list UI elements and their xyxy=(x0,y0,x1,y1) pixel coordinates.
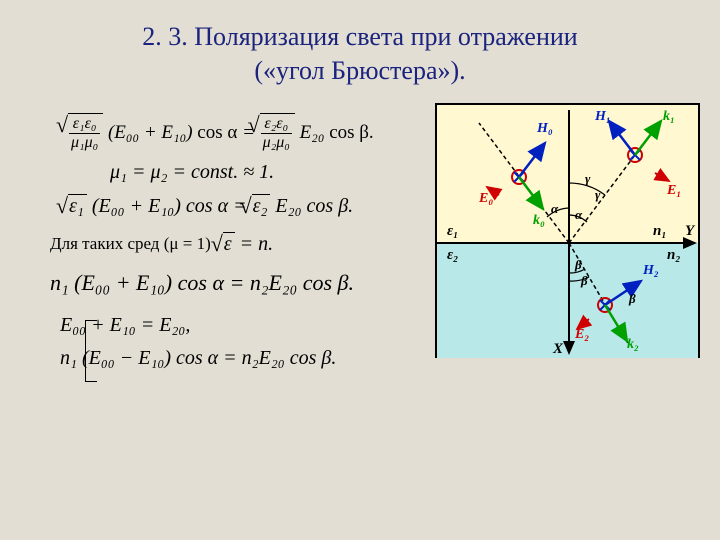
brewster-diagram: H₀ H₁ H₂ E₀ E₁ E₂ k₀ k₁ k₂ ε₁ ε₂ n₁ n₂ α… xyxy=(435,103,700,358)
label-eps2: ε₂ xyxy=(447,247,458,264)
equation-3: ε₁ (E₀₀ + E₁₀) cos α = ε₂ E₂₀ cos β. xyxy=(68,194,450,218)
eq2-text: μ₁ = μ₂ = const. ≈ 1. xyxy=(110,161,274,183)
equations-area: ε₁ε₀ μ₁μ₀ (E₀₀ + E₁₀) cos α = ε₂ε₀ μ₂μ₀ … xyxy=(50,103,450,380)
equation-6a: E₀₀ + E₁₀ = E₂₀, xyxy=(60,314,450,337)
equation-4-row: Для таких сред (μ = 1) ε = n. xyxy=(50,232,450,256)
eq1-lhs-paren: (E₀₀ + E₁₀) xyxy=(108,121,193,142)
label-e0: E₀ xyxy=(479,191,493,207)
label-h1: H₁ xyxy=(595,109,611,125)
label-k2: k₂ xyxy=(627,337,639,353)
equation-2: μ₁ = μ₂ = const. ≈ 1. xyxy=(110,161,450,184)
equation-5: n₁ (E₀₀ + E₁₀) cos α = n₂E₂₀ cos β. xyxy=(50,270,450,296)
label-e1: E₁ xyxy=(667,183,681,199)
label-alpha1: α xyxy=(551,201,558,217)
eq1-rhs-trig: cos β. xyxy=(329,121,374,142)
equation-6b: n₁ (E₀₀ − E₁₀) cos α = n₂E₂₀ cos β. xyxy=(60,347,450,370)
eq6b-text: n₁ (E₀₀ − E₁₀) cos α = n₂E₂₀ cos β. xyxy=(60,347,336,369)
label-alpha2: α xyxy=(575,207,582,223)
eq1-rhs-e: E₂₀ xyxy=(300,121,325,142)
eq1-lhs-den: μ₁μ₀ xyxy=(69,134,100,151)
note-text: Для таких сред (μ = 1) xyxy=(50,234,211,254)
eq4-rest: = n. xyxy=(240,233,274,255)
eq1-rhs-den: μ₂μ₀ xyxy=(261,134,292,151)
label-x: X xyxy=(553,341,563,358)
eq4-sqrt: ε xyxy=(224,233,232,255)
label-h0: H₀ xyxy=(537,121,553,137)
eq1-lhs-trig: cos α xyxy=(197,121,237,142)
label-eps1: ε₁ xyxy=(447,223,458,240)
label-n2: n₂ xyxy=(667,247,681,264)
eq1-rhs-num: ε₂ε₀ xyxy=(261,116,292,134)
eq3-lhs-rest: (E₀₀ + E₁₀) cos α = xyxy=(92,195,252,217)
label-h2: H₂ xyxy=(643,263,659,279)
equation-1: ε₁ε₀ μ₁μ₀ (E₀₀ + E₁₀) cos α = ε₂ε₀ μ₂μ₀ … xyxy=(68,113,450,151)
label-k1: k₁ xyxy=(663,109,675,125)
label-y: Y xyxy=(685,223,694,240)
label-beta1: β xyxy=(575,257,582,273)
eq3-rhs-rest: E₂₀ cos β. xyxy=(275,195,353,217)
label-n1: n₁ xyxy=(653,223,667,240)
eq3-rhs-sqrt: ε₂ xyxy=(253,195,268,217)
eq6a-text: E₀₀ + E₁₀ = E₂₀, xyxy=(60,314,190,336)
label-e2: E₂ xyxy=(575,327,589,343)
eq1-lhs-num: ε₁ε₀ xyxy=(69,116,100,134)
label-gamma2: γ xyxy=(595,187,600,203)
label-k0: k₀ xyxy=(533,213,545,229)
eq5-text: n₁ (E₀₀ + E₁₀) cos α = n₂E₂₀ cos β. xyxy=(50,270,354,295)
label-beta2: β xyxy=(581,273,588,289)
label-beta3: β xyxy=(629,291,636,307)
title-line-2: («угол Брюстера»). xyxy=(254,56,465,85)
slide-title: 2. 3. Поляризация света при отражении («… xyxy=(0,0,720,88)
eq3-lhs-sqrt: ε₁ xyxy=(69,195,84,217)
brace-icon xyxy=(85,320,97,382)
label-gamma1: γ xyxy=(585,171,590,187)
title-line-1: 2. 3. Поляризация света при отражении xyxy=(142,22,577,51)
